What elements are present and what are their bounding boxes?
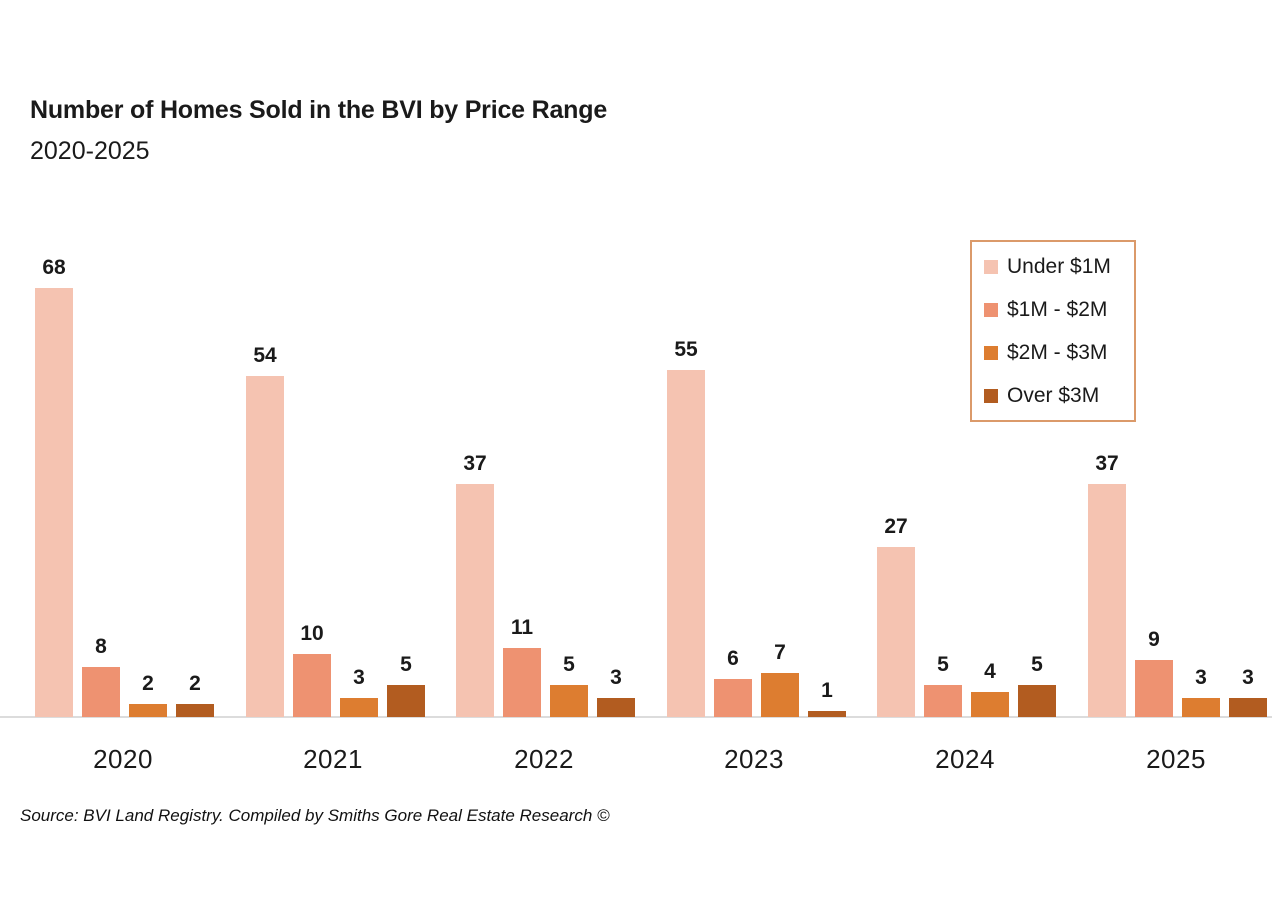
bar-2022-series1	[503, 648, 541, 717]
bar-value-label: 2	[142, 672, 154, 695]
bar-2023-series1	[714, 679, 752, 717]
bar-value-label: 37	[1095, 452, 1119, 475]
bar-2021-series1	[293, 654, 331, 717]
bar-value-label: 5	[563, 653, 575, 676]
bar-2023-series2	[761, 673, 799, 717]
bar-2024-series1	[924, 685, 962, 717]
bar-value-label: 9	[1148, 628, 1160, 651]
bar-value-label: 1	[821, 679, 833, 702]
x-axis-tick-label: 2023	[724, 744, 784, 774]
bar-2024-series2	[971, 692, 1009, 717]
bar-2021-series3	[387, 685, 425, 717]
bar-2020-series1	[82, 667, 120, 717]
legend-label: Over $3M	[1007, 384, 1100, 407]
bar-2020-series2	[129, 704, 167, 717]
bar-value-label: 6	[727, 647, 739, 670]
bar-value-label: 2	[189, 672, 201, 695]
bar-value-label: 8	[95, 635, 107, 658]
bar-2025-series1	[1135, 660, 1173, 717]
bar-2022-series3	[597, 698, 635, 717]
bar-value-label: 55	[674, 338, 698, 361]
legend: Under $1M $1M - $2M $2M - $3M Over $3M	[970, 240, 1136, 422]
bar-2022-series2	[550, 685, 588, 717]
x-axis-tick-label: 2021	[303, 744, 363, 774]
bar-value-label: 3	[610, 666, 622, 689]
x-axis-tick-label: 2025	[1146, 744, 1206, 774]
legend-swatch-icon	[984, 346, 998, 360]
x-axis-tick-label: 2024	[935, 744, 995, 774]
bar-value-label: 3	[1242, 666, 1254, 689]
legend-item: $2M - $3M	[984, 338, 1122, 368]
bar-2025-series2	[1182, 698, 1220, 717]
legend-swatch-icon	[984, 389, 998, 403]
legend-label: Under $1M	[1007, 255, 1111, 278]
bar-value-label: 5	[400, 653, 412, 676]
bar-value-label: 3	[1195, 666, 1207, 689]
bar-2023-series0	[667, 370, 705, 717]
chart-subtitle: 2020-2025	[30, 137, 150, 165]
bar-2025-series0	[1088, 484, 1126, 717]
source-note: Source: BVI Land Registry. Compiled by S…	[20, 806, 610, 825]
x-axis-line	[0, 716, 1272, 718]
x-axis-tick-label: 2022	[514, 744, 574, 774]
bar-value-label: 3	[353, 666, 365, 689]
bar-2021-series2	[340, 698, 378, 717]
bar-2020-series0	[35, 288, 73, 717]
bar-2023-series3	[808, 711, 846, 717]
bar-2024-series3	[1018, 685, 1056, 717]
legend-item: $1M - $2M	[984, 295, 1122, 325]
legend-swatch-icon	[984, 260, 998, 274]
legend-label: $2M - $3M	[1007, 341, 1108, 364]
bar-2024-series0	[877, 547, 915, 717]
legend-item: Over $3M	[984, 381, 1122, 411]
bar-2020-series3	[176, 704, 214, 717]
bar-2021-series0	[246, 376, 284, 717]
legend-swatch-icon	[984, 303, 998, 317]
bar-2025-series3	[1229, 698, 1267, 717]
x-axis-tick-label: 2020	[93, 744, 153, 774]
bar-value-label: 68	[42, 256, 66, 279]
bar-value-label: 7	[774, 641, 786, 664]
bar-value-label: 5	[1031, 653, 1043, 676]
legend-item: Under $1M	[984, 252, 1122, 282]
bar-value-label: 27	[884, 515, 908, 538]
bar-value-label: 54	[253, 344, 277, 367]
bar-value-label: 10	[300, 622, 324, 645]
bar-value-label: 37	[463, 452, 487, 475]
bar-value-label: 4	[984, 660, 996, 683]
bar-value-label: 5	[937, 653, 949, 676]
chart-title: Number of Homes Sold in the BVI by Price…	[30, 96, 608, 124]
legend-label: $1M - $2M	[1007, 298, 1108, 321]
bar-2022-series0	[456, 484, 494, 717]
bar-value-label: 11	[510, 616, 534, 639]
